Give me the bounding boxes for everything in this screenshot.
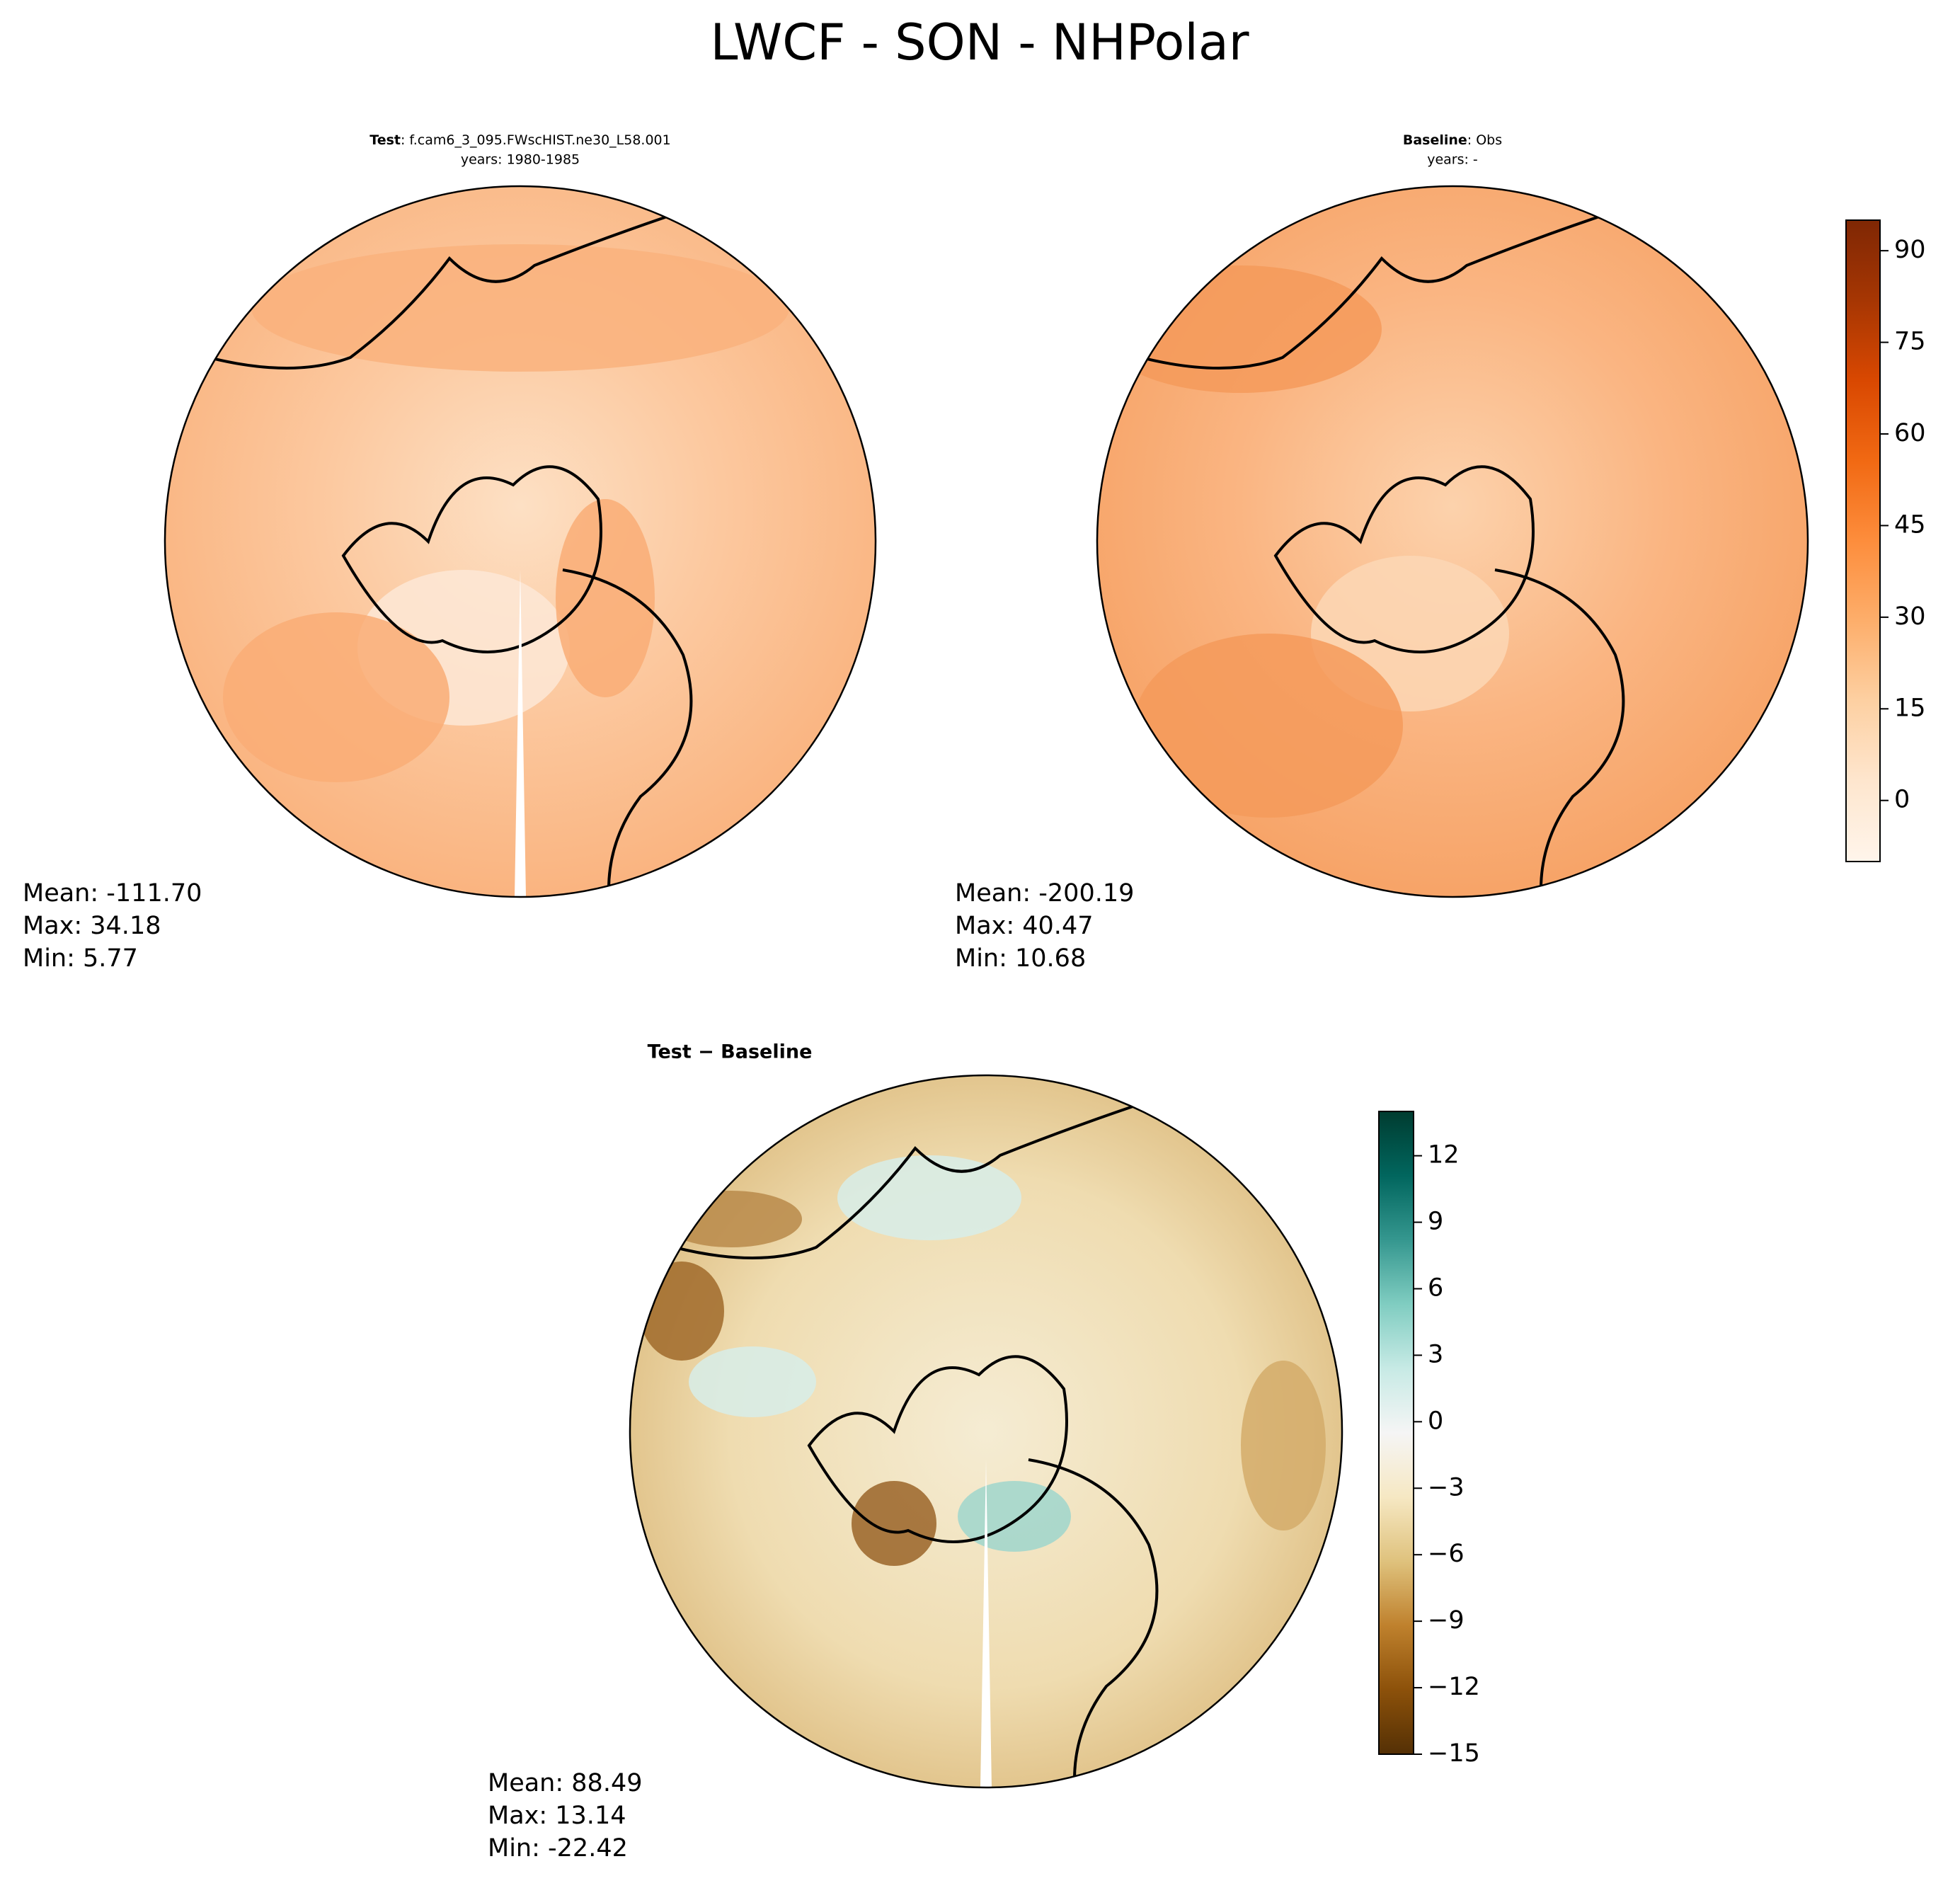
panel-stat: Max: 34.18 [23,912,161,940]
coastline [1028,1458,1159,1787]
map-patch [223,612,449,782]
panel-stat: Max: 13.14 [488,1802,626,1830]
map-patch [1099,265,1382,393]
colorbar-tick-label: −3 [1428,1473,1465,1501]
panel-years: years: 1980-1985 [461,152,580,168]
panel-stat: Min: 5.77 [23,944,138,973]
colorbar-tick-label: −9 [1428,1606,1465,1635]
colorbar-tick-label: 90 [1894,236,1926,264]
panel-title: Test: f.cam6_3_095.FWscHIST.ne30_L58.001 [369,132,670,148]
panel-title-bold: Test [369,132,401,148]
map-field [630,1075,1342,1787]
panel-title-rest: : Obs [1467,132,1502,148]
colorbar-tick-label: 30 [1894,602,1926,631]
map-boundary [1096,185,1809,898]
map-patch [1241,1361,1326,1531]
colorbar-tick-label: −6 [1428,1540,1465,1568]
missing-data-stripe [980,1460,992,1787]
colorbar-tick-label: −15 [1428,1739,1480,1768]
map-patch [958,1481,1071,1552]
coastline [1494,568,1625,897]
colorbar-tick-label: 0 [1894,786,1910,814]
colorbar-tick-label: 75 [1894,328,1926,356]
coastline [807,1355,1068,1543]
map [1097,186,1808,897]
map-patch [1134,634,1403,818]
panel-stat: Min: -22.42 [488,1834,628,1863]
panel-stat: Mean: -111.70 [23,879,202,908]
panel-title-bold: Baseline [1403,132,1467,148]
missing-data-stripe [515,570,526,897]
colorbar-tick-label: −12 [1428,1673,1480,1701]
map [165,186,876,897]
map-patch [660,1191,802,1247]
map-patch [852,1481,936,1566]
map-boundary [629,1074,1343,1789]
colorbar-tick-label: 6 [1428,1274,1443,1302]
panel-title-rest: : f.cam6_3_095.FWscHIST.ne30_L58.001 [401,132,671,148]
panel-title: Baseline: Obs [1403,132,1502,148]
colorbar-tick-label: 60 [1894,419,1926,447]
panel-stat: Min: 10.68 [955,944,1086,973]
figure-title: LWCF - SON - NHPolar [710,13,1249,71]
colorbar-tick-label: 15 [1894,694,1926,722]
map-patch [689,1346,816,1417]
map-boundary [164,185,877,898]
colorbar [1378,1111,1414,1755]
colorbar-tick-label: 12 [1428,1141,1460,1169]
colorbar-tick-label: 45 [1894,510,1926,539]
colorbar-tick-label: 3 [1428,1340,1443,1368]
panel-years: years: - [1427,152,1478,168]
map-patch [837,1155,1021,1240]
map-patch [639,1261,724,1361]
coastline [1273,465,1535,653]
colorbar-tick-label: 0 [1428,1407,1443,1435]
panel-stat: Max: 40.47 [955,912,1093,940]
colorbar [1845,219,1881,862]
colorbar-tick-label: 9 [1428,1208,1443,1236]
panel-stat: Mean: -200.19 [955,879,1134,908]
map [630,1075,1342,1787]
map-patch [251,244,789,372]
panel-stat: Mean: 88.49 [488,1769,642,1797]
map-patch [556,499,655,697]
coastline [562,568,693,897]
coastline [341,465,602,653]
panel-title: Test − Baseline [648,1041,813,1063]
